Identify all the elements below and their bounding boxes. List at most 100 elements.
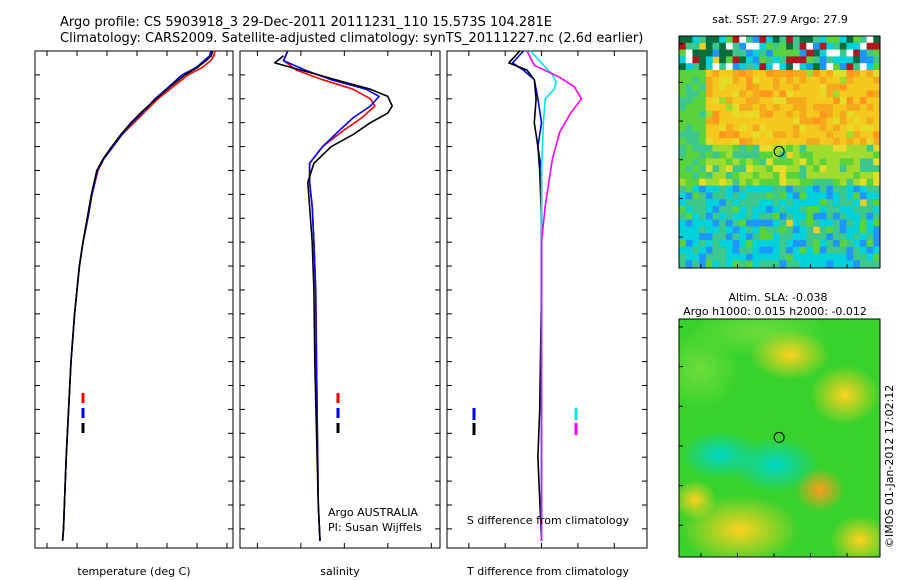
sst-cells <box>679 36 880 268</box>
sst-cell <box>833 253 841 261</box>
sst-cell <box>846 246 854 254</box>
sst-cell <box>752 158 760 166</box>
sla-blob <box>680 430 760 480</box>
sst-cell <box>746 124 753 132</box>
sst-cell <box>752 124 760 132</box>
sst-cell <box>792 70 800 78</box>
sst-cell <box>766 138 774 146</box>
sst-cell <box>739 104 747 112</box>
sst-cell <box>699 104 707 112</box>
sst-cell <box>859 42 867 50</box>
sst-cell <box>692 36 700 44</box>
sst-cell <box>846 178 854 186</box>
sst-cell <box>692 185 700 193</box>
sst-cell <box>752 90 760 98</box>
sst-cell <box>705 151 713 159</box>
sst-cell <box>833 192 841 200</box>
sst-cell <box>732 83 740 91</box>
sst-cell <box>853 104 861 112</box>
sst-cell <box>685 219 693 227</box>
sst-cell <box>725 260 733 268</box>
salinity-series <box>273 50 394 541</box>
sst-cell <box>705 56 713 64</box>
sst-cell <box>833 104 841 112</box>
sst-cell <box>826 192 834 200</box>
sst-cell <box>786 233 794 241</box>
sst-cell <box>839 185 847 193</box>
sst-cell <box>752 70 760 78</box>
sst-cell <box>732 233 740 241</box>
sst-cell <box>853 144 861 152</box>
sst-cell <box>853 178 861 186</box>
sst-cell <box>692 260 700 268</box>
sst-cell <box>772 260 780 268</box>
sst-cell <box>699 240 707 248</box>
sst-cell <box>719 246 727 254</box>
sst-cell <box>846 131 854 139</box>
sst-cell <box>779 158 787 166</box>
sst-cell <box>839 233 847 241</box>
sst-cell <box>866 206 874 214</box>
sst-cell <box>705 253 713 261</box>
sst-cell <box>826 144 834 152</box>
sst-cell <box>826 246 834 254</box>
sst-cell <box>866 83 874 91</box>
sst-cell <box>739 226 747 234</box>
sst-cell <box>725 131 733 139</box>
sst-cell <box>859 219 867 227</box>
sst-cell <box>806 63 814 71</box>
sst-cell <box>699 83 707 91</box>
sst-cell <box>853 131 861 139</box>
sst-cell <box>853 233 861 241</box>
sst-cell <box>806 240 814 248</box>
sst-cell <box>712 260 720 268</box>
sst-cell <box>866 36 874 44</box>
sst-cell <box>772 158 780 166</box>
sst-cell <box>819 110 827 118</box>
sst-cell <box>739 158 747 166</box>
sst-cell <box>766 260 774 268</box>
sst-cell <box>859 131 867 139</box>
sst-cell <box>746 260 753 268</box>
sst-cell <box>866 117 874 125</box>
sst-cell <box>719 83 727 91</box>
sst-cell <box>746 144 753 152</box>
sst-cell <box>732 97 740 105</box>
sst-cell <box>873 90 880 98</box>
sst-cell <box>705 36 713 44</box>
sst-cell <box>732 246 740 254</box>
sst-cell <box>712 212 720 220</box>
series-line-2 <box>61 50 214 541</box>
sst-cell <box>819 172 827 180</box>
sst-cell <box>705 206 713 214</box>
sst-cell <box>705 233 713 241</box>
sst-cell <box>746 42 753 50</box>
sst-cell <box>833 158 841 166</box>
sst-cell <box>819 36 827 44</box>
sst-cell <box>705 131 713 139</box>
sst-cell <box>705 49 713 57</box>
sst-cell <box>719 158 727 166</box>
sst-cell <box>752 56 760 64</box>
sst-cell <box>819 219 827 227</box>
sst-cell <box>759 185 767 193</box>
sst-cell <box>732 117 740 125</box>
sst-cell <box>846 76 854 84</box>
sst-cell <box>839 36 847 44</box>
sst-cell <box>679 104 686 112</box>
sst-cell <box>766 185 774 193</box>
sst-cell <box>846 138 854 146</box>
sst-cell <box>799 83 807 91</box>
sst-cell <box>746 240 753 248</box>
sst-cell <box>685 110 693 118</box>
sst-cell <box>692 151 700 159</box>
sst-cell <box>873 117 880 125</box>
sst-cell <box>866 199 874 207</box>
sst-cell <box>779 36 787 44</box>
sst-cell <box>833 219 841 227</box>
sst-cell <box>712 117 720 125</box>
sst-cell <box>779 124 787 132</box>
sst-cell <box>866 49 874 57</box>
sst-cell <box>833 49 841 57</box>
sst-cell <box>859 253 867 261</box>
